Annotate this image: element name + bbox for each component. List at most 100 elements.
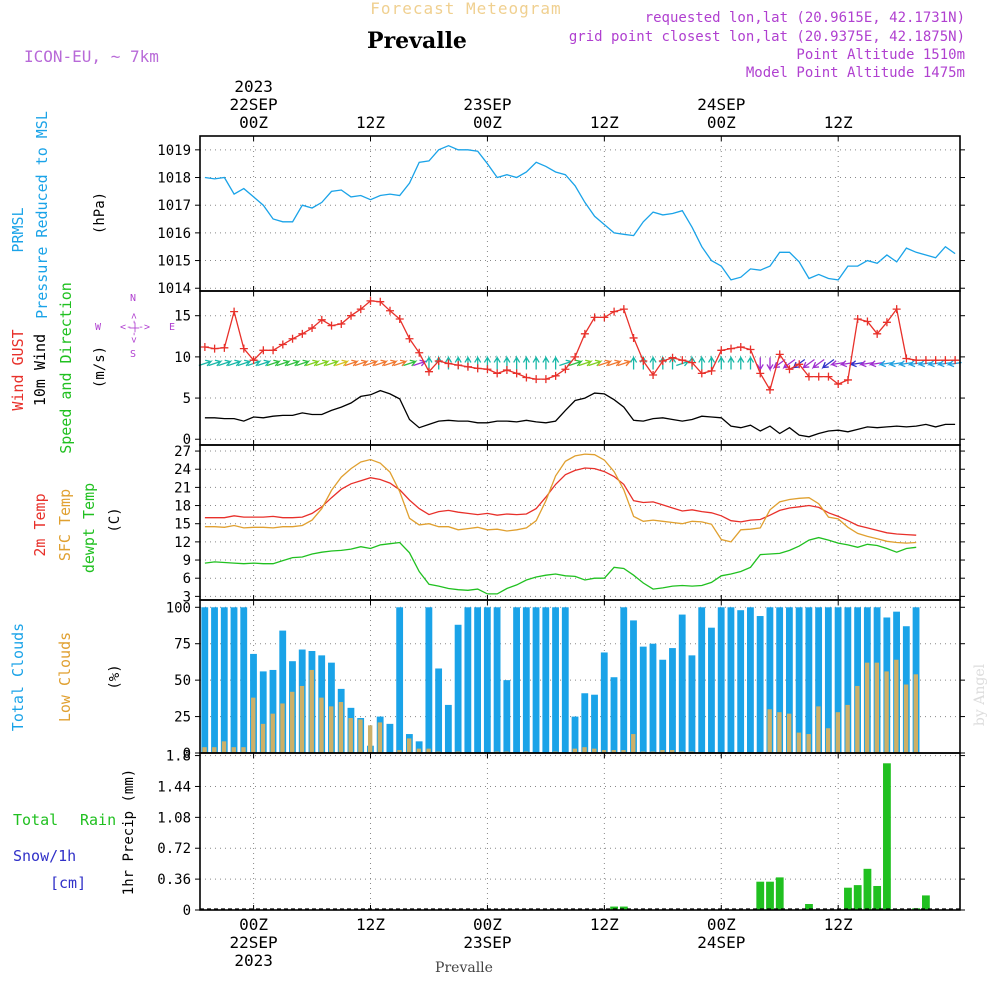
wind-arrow bbox=[552, 355, 560, 370]
wind-arrow bbox=[598, 359, 613, 367]
gust-marker bbox=[941, 356, 950, 365]
wind-arrow bbox=[578, 359, 593, 367]
temp-label-dewpt: dewpt Temp bbox=[80, 483, 98, 573]
total-cloud-bar bbox=[211, 607, 218, 753]
low-cloud-bar bbox=[894, 659, 899, 753]
wind-arrow bbox=[503, 355, 511, 370]
y-tick-label: 9 bbox=[183, 553, 191, 569]
gust-marker bbox=[746, 345, 755, 354]
pressure-label-msl: Pressure Reduced to MSL bbox=[33, 111, 51, 319]
gust-marker bbox=[668, 353, 677, 362]
total-cloud-bar bbox=[220, 607, 228, 753]
precip-bar bbox=[853, 885, 862, 910]
low-cloud-bar bbox=[212, 747, 217, 753]
low-cloud-bar bbox=[631, 734, 636, 753]
gust-marker bbox=[658, 357, 667, 365]
total-cloud-bar bbox=[776, 607, 784, 753]
low-cloud-bar bbox=[855, 685, 860, 753]
total-cloud-bar bbox=[630, 620, 637, 753]
wind-arrow bbox=[588, 359, 603, 367]
total-cloud-bar bbox=[454, 624, 462, 753]
y-tick-label: 100 bbox=[166, 600, 191, 616]
total-cloud-bar bbox=[600, 652, 608, 753]
gust-marker bbox=[951, 356, 960, 365]
total-cloud-bar bbox=[815, 607, 823, 753]
wind-arrow bbox=[737, 355, 745, 370]
total-cloud-bar bbox=[639, 646, 647, 753]
low-cloud-bar bbox=[582, 747, 587, 753]
gust-marker bbox=[278, 340, 287, 349]
low-cloud-bar bbox=[329, 706, 334, 753]
total-cloud-bar bbox=[493, 607, 501, 753]
y-tick-label: 12 bbox=[174, 535, 191, 551]
total-cloud-bar bbox=[717, 607, 725, 753]
gust-marker bbox=[882, 318, 891, 327]
wind-arrow bbox=[364, 359, 379, 367]
wind-arrow bbox=[218, 359, 233, 367]
gust-marker bbox=[317, 315, 326, 324]
gust-marker bbox=[366, 296, 375, 305]
precip-bar bbox=[756, 881, 765, 910]
precip-label-total: Total bbox=[13, 811, 58, 829]
low-cloud-bar bbox=[835, 712, 841, 753]
low-cloud-bar bbox=[777, 712, 782, 753]
wind-arrow bbox=[296, 359, 311, 367]
gust-marker bbox=[756, 369, 765, 378]
total-cloud-bar bbox=[766, 607, 774, 753]
wind-arrow bbox=[811, 358, 825, 370]
bottom-time-label: 00Z bbox=[707, 915, 736, 934]
gust-marker bbox=[483, 365, 492, 374]
gust-marker bbox=[717, 346, 726, 355]
gust-marker bbox=[444, 359, 453, 368]
gust-marker bbox=[424, 367, 433, 376]
y-tick-label: 1014 bbox=[157, 281, 191, 297]
gust-marker bbox=[454, 361, 463, 370]
low-cloud-bar bbox=[786, 713, 792, 753]
gust-marker bbox=[707, 366, 716, 375]
wind-arrow bbox=[649, 355, 657, 370]
gust-marker bbox=[541, 375, 550, 384]
total-cloud-bar bbox=[561, 607, 569, 753]
total-cloud-bar bbox=[698, 607, 706, 753]
y-tick-label: 15 bbox=[174, 517, 191, 533]
gust-marker bbox=[376, 297, 385, 306]
top-time-label: 00Z bbox=[239, 113, 268, 132]
y-tick-label: 1016 bbox=[157, 226, 191, 242]
gust-marker bbox=[619, 305, 628, 314]
y-tick-label: 1018 bbox=[157, 171, 191, 187]
gust-marker bbox=[902, 354, 911, 363]
wind-arrow bbox=[630, 355, 638, 370]
wind-arrow bbox=[617, 359, 632, 367]
gust-marker bbox=[834, 380, 843, 389]
gust-marker bbox=[434, 357, 443, 365]
precip-bar bbox=[619, 906, 628, 910]
precip-bar bbox=[610, 906, 618, 910]
low-cloud-bar bbox=[903, 684, 909, 753]
bottom-time-label: 12Z bbox=[824, 915, 853, 934]
gust-marker bbox=[892, 305, 901, 314]
info-line-requested: requested lon,lat (20.9615E, 42.1731N) bbox=[645, 10, 965, 26]
bottom-time-label: 12Z bbox=[356, 915, 385, 934]
gust-marker bbox=[824, 372, 833, 381]
wind-arrow bbox=[868, 360, 884, 368]
y-tick-label: 75 bbox=[174, 637, 191, 653]
low-cloud-bar bbox=[202, 747, 207, 753]
total-cloud-bar bbox=[542, 607, 550, 753]
info-line-model-altitude: Model Point Altitude 1475m bbox=[746, 65, 965, 81]
temp-ylabel: (C) bbox=[107, 507, 123, 532]
low-cloud-bar bbox=[221, 741, 227, 753]
panels: 1014101510161017101810190510153691215182… bbox=[157, 135, 965, 919]
precip-bar bbox=[766, 881, 774, 910]
wind-label-10m: 10m Wind bbox=[31, 334, 49, 406]
low-cloud-bar bbox=[358, 719, 363, 753]
gust-marker bbox=[493, 369, 502, 378]
low-cloud-bar bbox=[884, 671, 889, 753]
low-cloud-bar bbox=[601, 750, 607, 753]
y-tick-label: 25 bbox=[174, 710, 191, 726]
total-cloud-bar bbox=[678, 614, 686, 753]
gust-marker bbox=[814, 372, 823, 381]
gust-marker bbox=[532, 375, 541, 384]
y-tick-label: 1.08 bbox=[157, 810, 191, 826]
wind-arrow bbox=[858, 360, 875, 368]
